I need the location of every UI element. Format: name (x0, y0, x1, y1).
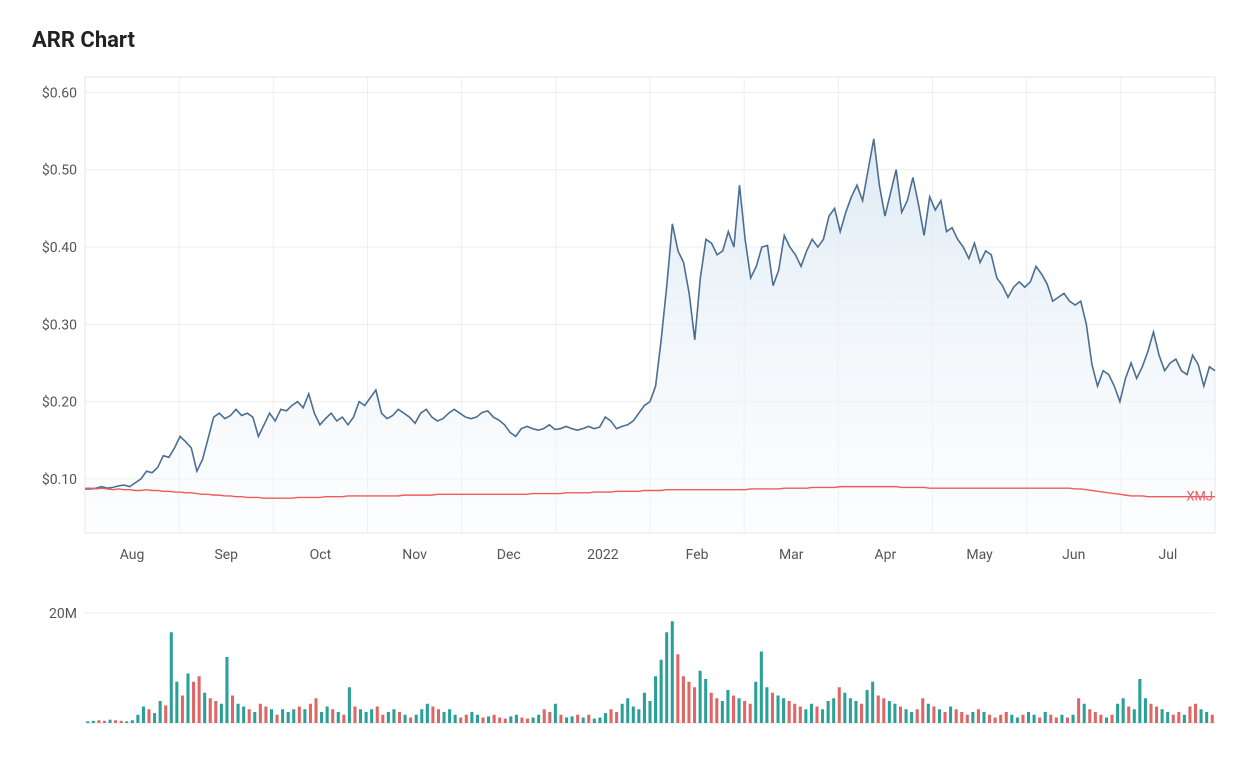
svg-text:Jul: Jul (1158, 547, 1177, 563)
svg-text:2022: 2022 (587, 547, 619, 563)
svg-text:20M: 20M (49, 606, 77, 622)
svg-text:Jun: Jun (1062, 547, 1085, 563)
svg-text:Sep: Sep (214, 547, 238, 563)
svg-text:Oct: Oct (310, 547, 332, 563)
svg-text:$0.50: $0.50 (42, 162, 77, 179)
svg-text:Dec: Dec (497, 547, 521, 563)
svg-text:Apr: Apr (875, 547, 897, 563)
svg-text:Aug: Aug (120, 547, 145, 563)
svg-text:May: May (966, 547, 993, 563)
svg-text:XMJ: XMJ (1186, 490, 1213, 505)
volume-chart[interactable]: 20M (20, 585, 1235, 730)
svg-text:$0.10: $0.10 (42, 471, 77, 488)
svg-text:Nov: Nov (402, 547, 427, 563)
svg-text:$0.40: $0.40 (42, 239, 77, 256)
price-chart[interactable]: $0.10 $0.20 $0.30 $0.40 $0.50 $0.60 Aug Sep Oct N… (20, 65, 1235, 585)
svg-text:$0.30: $0.30 (42, 316, 77, 333)
svg-text:Mar: Mar (779, 547, 804, 563)
svg-text:$0.60: $0.60 (42, 84, 77, 101)
svg-text:$0.20: $0.20 (42, 394, 77, 411)
chart-container: ARR Chart $0.10 $0.20 $0.30 $0.40 $0.50 $0.60… (20, 28, 1235, 757)
chart-title: ARR Chart (32, 28, 1235, 53)
svg-text:Feb: Feb (686, 547, 709, 563)
